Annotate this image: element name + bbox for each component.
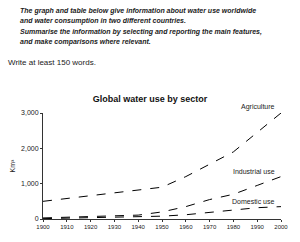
svg-text:2000: 2000	[274, 224, 288, 230]
html-text:and make comparisons where rel: and make comparisons where relevant.	[20, 37, 151, 45]
svg-text:Industrial use: Industrial use	[233, 168, 275, 175]
svg-text:1930: 1930	[108, 224, 122, 230]
svg-text:1980: 1980	[227, 224, 241, 230]
svg-text:1970: 1970	[203, 224, 217, 230]
svg-text:Agriculture: Agriculture	[241, 103, 275, 111]
svg-text:2,000: 2,000	[21, 145, 39, 152]
svg-text:Global water use by sector: Global water use by sector	[93, 94, 208, 104]
svg-text:1940: 1940	[132, 224, 146, 230]
svg-text:Km³: Km³	[9, 159, 16, 173]
svg-text:1960: 1960	[179, 224, 193, 230]
svg-text:1,000: 1,000	[21, 180, 39, 187]
svg-text:Domestic use: Domestic use	[232, 198, 275, 205]
svg-text:1990: 1990	[251, 224, 265, 230]
html-text:The graph and table below give: The graph and table below give informati…	[20, 7, 257, 14]
svg-text:3,000: 3,000	[21, 109, 39, 116]
svg-text:1950: 1950	[155, 224, 169, 230]
html-text:Summarise the information by s: Summarise the information by selecting a…	[20, 28, 262, 35]
html-text:Write at least 150 words.: Write at least 150 words.	[8, 58, 96, 67]
svg-text:1920: 1920	[84, 224, 98, 230]
html-text:and water consumption in two d: and water consumption in two different c…	[20, 16, 186, 24]
svg-text:0: 0	[35, 215, 39, 222]
svg-text:1910: 1910	[60, 224, 74, 230]
svg-text:1900: 1900	[36, 224, 50, 230]
